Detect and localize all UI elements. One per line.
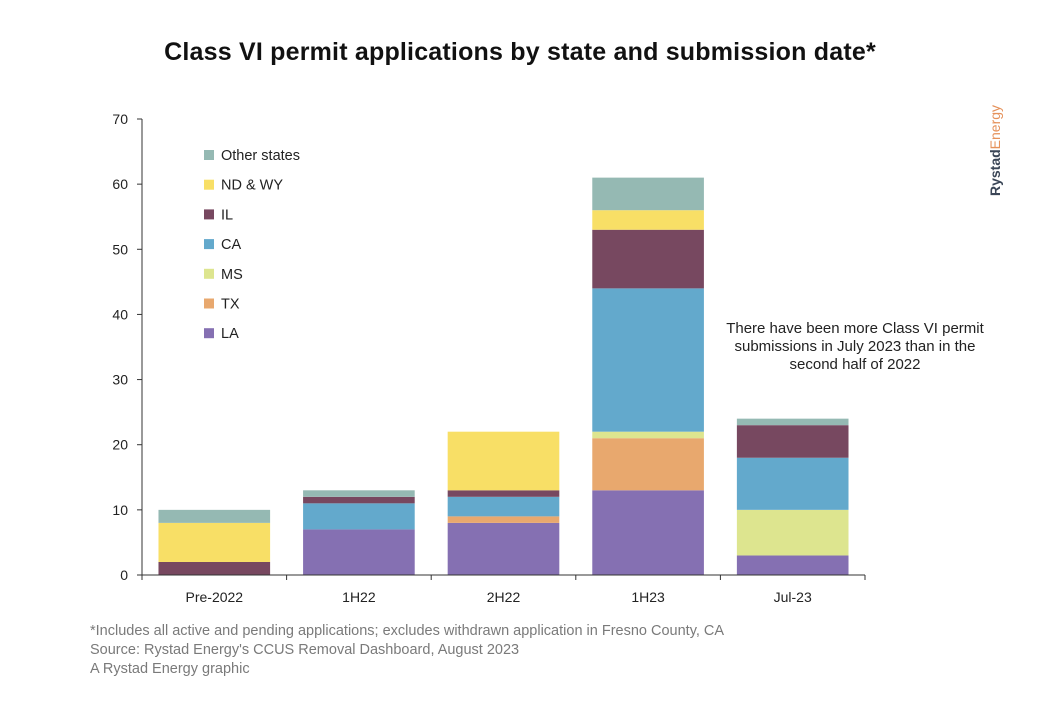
bar-segment-ca-2h22 xyxy=(447,496,560,517)
bar-segment-ca-1h23 xyxy=(592,288,704,432)
bar-segment-la-jul-23 xyxy=(736,555,849,575)
bar-segment-il-jul-23 xyxy=(736,425,849,458)
bar-segment-nd-wy-1h23 xyxy=(592,210,704,230)
brand-logo: RystadEnergy xyxy=(986,92,1004,202)
legend-label-il: IL xyxy=(221,207,233,223)
x-tick-label: Pre-2022 xyxy=(186,589,244,605)
bar-segment-la-1h23 xyxy=(592,490,704,575)
bar-segment-il-1h22 xyxy=(303,496,415,504)
axes-layer: 0 10 20 30 40 50 60 70 Pre-2022 1H22 2H22 1H23 Jul-2… xyxy=(112,111,866,605)
bar-segment-la-2h22 xyxy=(447,522,560,575)
legend-swatch-la xyxy=(204,328,214,339)
legend-label-la: LA xyxy=(221,326,239,342)
y-tick-label: 10 xyxy=(112,502,128,518)
bar-segment-other-states-1h22 xyxy=(303,490,415,497)
legend-swatch-tx xyxy=(204,298,214,309)
legend-swatch-nd-wy xyxy=(204,179,214,190)
footnote-source: Source: Rystad Energy's CCUS Removal Das… xyxy=(90,642,520,658)
bars-layer xyxy=(158,177,849,575)
bar-segment-ms-1h23 xyxy=(592,431,704,439)
bar-segment-il-1h23 xyxy=(592,229,704,289)
legend-label-tx: TX xyxy=(221,297,240,313)
bar-segment-ca-1h22 xyxy=(303,503,415,530)
bar-segment-tx-2h22 xyxy=(447,516,560,523)
footnote-note: *Includes all active and pending applica… xyxy=(90,623,725,639)
legend-swatch-ca xyxy=(204,239,214,250)
legend-label-other-states: Other states xyxy=(221,148,300,164)
chart-annotation: There have been more Class VI permit sub… xyxy=(726,320,984,373)
footnote-credit: A Rystad Energy graphic xyxy=(90,661,250,677)
brand-logo-part1: Rystad xyxy=(987,149,1003,196)
x-tick-label: 2H22 xyxy=(487,589,521,605)
legend-label-ms: MS xyxy=(221,267,243,283)
bar-segment-other-states-1h23 xyxy=(592,177,704,211)
x-tick-label: 1H22 xyxy=(342,589,376,605)
x-tick-label: Jul-23 xyxy=(774,589,812,605)
bar-segment-tx-1h23 xyxy=(592,438,704,491)
brand-logo-part2: Energy xyxy=(987,104,1003,150)
legend-swatch-other-states xyxy=(204,150,214,160)
y-tick-label: 40 xyxy=(112,306,128,322)
y-tick-label: 30 xyxy=(112,372,128,388)
bar-segment-nd-wy-pre-2022 xyxy=(158,522,271,562)
y-tick-label: 20 xyxy=(112,437,128,453)
legend-label-ca: CA xyxy=(221,237,241,253)
legend: Other states ND & WY IL CA MS TX LA xyxy=(204,148,300,342)
chart-title: Class VI permit applications by state an… xyxy=(164,38,876,66)
legend-swatch-ms xyxy=(204,268,214,279)
bar-segment-other-states-pre-2022 xyxy=(158,509,271,523)
x-tick-label: 1H23 xyxy=(631,589,665,605)
y-tick-label: 0 xyxy=(120,567,128,583)
bar-segment-la-1h22 xyxy=(303,529,415,575)
bar-segment-il-pre-2022 xyxy=(158,561,271,575)
y-tick-label: 70 xyxy=(112,111,128,127)
bar-segment-ca-jul-23 xyxy=(736,457,849,510)
bar-segment-ms-jul-23 xyxy=(736,509,849,556)
bar-segment-nd-wy-2h22 xyxy=(447,431,560,491)
footnotes: *Includes all active and pending applica… xyxy=(90,622,724,679)
bar-segment-il-2h22 xyxy=(447,490,560,497)
y-tick-label: 60 xyxy=(112,176,128,192)
legend-label-nd-wy: ND & WY xyxy=(221,178,283,194)
legend-swatch-il xyxy=(204,209,214,220)
y-tick-label: 50 xyxy=(112,241,128,257)
bar-segment-other-states-jul-23 xyxy=(736,418,849,426)
